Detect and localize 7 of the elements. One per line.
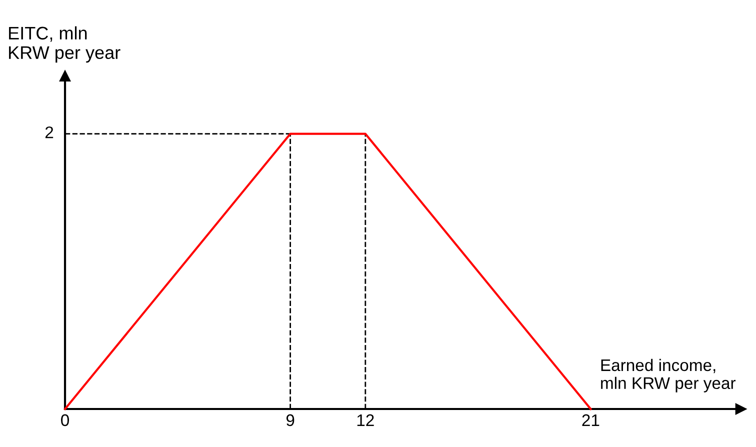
x-axis-title: Earned income, mln KRW per year xyxy=(601,358,736,392)
x-tick-label: 0 xyxy=(61,414,69,426)
x-tick-label: 21 xyxy=(582,414,600,426)
y-axis-title: EITC, mln KRW per year xyxy=(9,26,120,63)
x-tick-label: 9 xyxy=(286,414,294,426)
x-tick-label: 12 xyxy=(357,414,374,426)
annotation: 2 xyxy=(45,126,54,138)
